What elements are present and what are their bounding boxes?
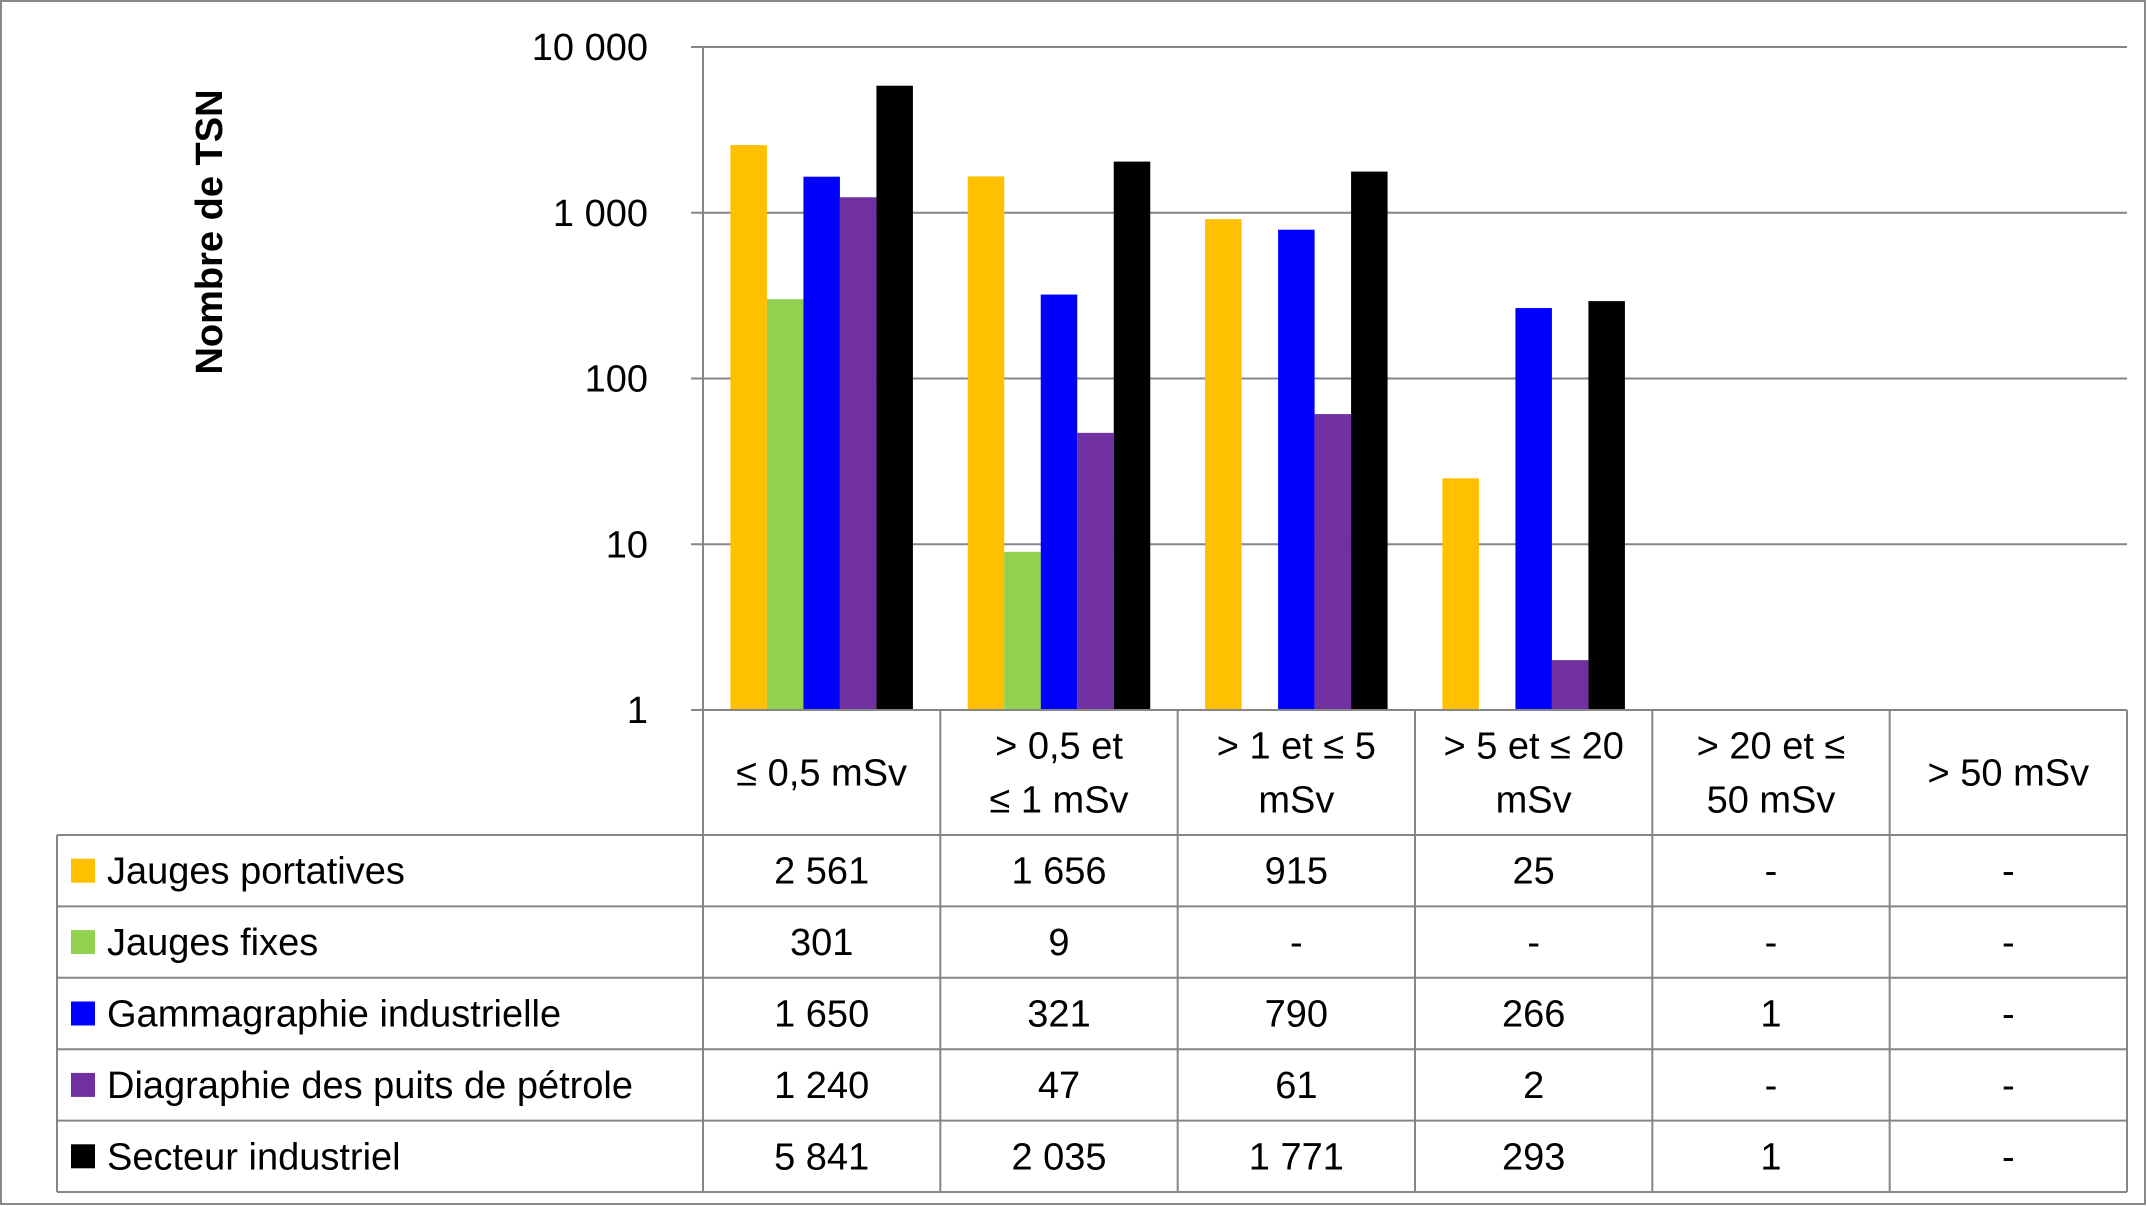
data-label: - (2002, 851, 2015, 893)
data-label: 915 (1265, 851, 1328, 893)
data-label: 1 (1760, 994, 1781, 1036)
data-label: 25 (1513, 851, 1555, 893)
bar (803, 176, 840, 711)
data-label: 61 (1275, 1065, 1317, 1107)
legend-key (71, 930, 95, 955)
y-tick-label: 1 (627, 690, 648, 732)
bar (876, 85, 913, 711)
y-axis: 1 10 100 1 000 10 000 (532, 27, 704, 732)
series-name: Jauges portatives (107, 851, 405, 893)
bar (1040, 294, 1078, 710)
data-label: 2 (1523, 1065, 1544, 1107)
bar (1551, 660, 1589, 710)
category-label: > 5 et ≤ 20 (1443, 726, 1623, 768)
bar (1205, 219, 1242, 710)
bar (1588, 301, 1625, 710)
series-name: Diagraphie des puits de pétrole (107, 1065, 633, 1107)
category-label: 50 mSv (1707, 780, 1836, 822)
bar (1278, 229, 1315, 710)
data-label: 301 (790, 922, 853, 964)
data-label: 266 (1502, 994, 1565, 1036)
data-label: 1 (1760, 1136, 1781, 1178)
bar (1314, 414, 1352, 710)
category-label: mSv (1258, 780, 1334, 822)
y-axis-label: Nombre de TSN (189, 89, 231, 374)
data-label: - (1527, 922, 1540, 964)
data-table: ≤ 0,5 mSv > 0,5 et ≤ 1 mSv > 1 et ≤ 5 mSv > 5… (56, 709, 2128, 1193)
bar (766, 299, 804, 710)
bar (1113, 161, 1151, 710)
data-label: - (1765, 1065, 1778, 1107)
y-tick-label: 1 000 (553, 193, 648, 235)
bar (1515, 308, 1552, 710)
category-label: mSv (1496, 780, 1572, 822)
y-tick-label: 10 (606, 524, 648, 566)
y-tick-label: 100 (585, 359, 648, 401)
data-label: 2 035 (1011, 1136, 1106, 1178)
legend-key (71, 1001, 95, 1026)
data-label: - (2002, 1136, 2015, 1178)
category-label: > 20 et ≤ (1697, 726, 1846, 768)
data-label: 5 841 (774, 1136, 869, 1178)
bar (1442, 478, 1479, 710)
data-label: - (2002, 1065, 2015, 1107)
data-label: 293 (1502, 1136, 1565, 1178)
data-label: 1 650 (774, 994, 869, 1036)
data-label: - (1765, 851, 1778, 893)
data-label: 1 656 (1011, 851, 1106, 893)
series-name: Gammagraphie industrielle (107, 994, 561, 1036)
data-label: 2 561 (774, 851, 869, 893)
category-label: > 50 mSv (1928, 753, 2090, 795)
data-label: - (2002, 994, 2015, 1036)
y-tick-label: 10 000 (532, 27, 648, 69)
category-label: ≤ 1 mSv (989, 780, 1128, 822)
data-label: - (1290, 922, 1303, 964)
bar (730, 145, 767, 711)
bar (967, 176, 1005, 711)
bar (1351, 171, 1388, 710)
legend-key (71, 1144, 95, 1169)
category-label: ≤ 0,5 mSv (736, 753, 907, 795)
data-label: 9 (1048, 922, 1069, 964)
series-name: Secteur industriel (107, 1136, 401, 1178)
bar (839, 197, 877, 710)
gridlines (703, 46, 2127, 546)
data-label: 1 240 (774, 1065, 869, 1107)
category-label: > 1 et ≤ 5 (1217, 726, 1376, 768)
legend-key (71, 858, 95, 883)
series-name: Jauges fixes (107, 922, 318, 964)
data-label: - (1765, 922, 1778, 964)
data-label: 321 (1027, 994, 1090, 1036)
legend-key (71, 1072, 95, 1097)
bar (1004, 551, 1041, 710)
data-label: 1 771 (1249, 1136, 1344, 1178)
data-label: - (2002, 922, 2015, 964)
bars (730, 85, 1625, 711)
data-label: 47 (1038, 1065, 1080, 1107)
data-label: 790 (1265, 994, 1328, 1036)
bar (1077, 432, 1114, 710)
category-label: > 0,5 et (995, 726, 1123, 768)
